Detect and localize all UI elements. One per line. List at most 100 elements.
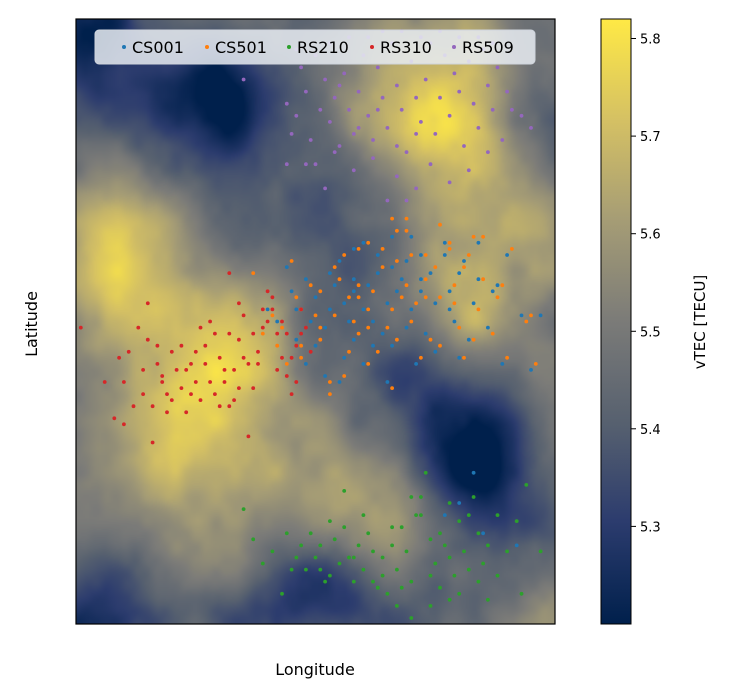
data-point-rs210-56 (495, 573, 500, 578)
data-point-cs501-38 (529, 313, 533, 318)
data-point-rs310-27 (260, 325, 265, 330)
data-point-rs310-37 (308, 349, 313, 354)
data-point-rs310-26 (256, 349, 260, 354)
data-point-rs509-12 (337, 144, 342, 148)
data-point-rs310-16 (208, 319, 213, 324)
data-point-rs210-57 (280, 591, 284, 596)
data-point-cs001-30 (332, 283, 337, 288)
data-point-rs310-24 (246, 362, 251, 366)
data-point-cs001-44 (380, 331, 385, 336)
colorbar-ticks: 5.3 5.4 5.5 5.6 5.7 5.8 (631, 33, 661, 535)
data-point-rs210-16 (409, 579, 414, 584)
data-point-cs001-74 (457, 501, 462, 505)
data-point-cs501-79 (404, 216, 409, 221)
data-point-rs509-14 (347, 107, 351, 112)
data-point-rs310-75 (299, 331, 303, 336)
data-point-cs501-46 (428, 337, 433, 342)
data-point-cs501-81 (471, 234, 476, 239)
data-point-rs210-65 (371, 549, 375, 554)
data-point-rs509-1 (284, 101, 289, 106)
legend-marker-cs001 (122, 45, 126, 49)
data-point-rs509-72 (385, 198, 390, 203)
data-point-cs001-23 (428, 271, 433, 275)
data-point-cs001-29 (361, 240, 366, 245)
colorbar-tick-label: 5.5 (640, 325, 661, 340)
data-point-cs501-64 (294, 295, 299, 300)
data-point-cs001-24 (452, 319, 457, 324)
data-point-rs210-73 (538, 549, 543, 554)
data-point-cs001-0 (294, 307, 299, 312)
data-point-rs210-55 (486, 543, 490, 548)
data-point-cs501-28 (404, 228, 409, 233)
data-point-cs501-7 (395, 259, 399, 263)
data-point-rs210-42 (366, 531, 371, 536)
data-point-cs501-4 (356, 295, 361, 300)
data-point-rs310-64 (193, 349, 198, 354)
series-cs001 (265, 234, 543, 548)
data-point-cs501-54 (366, 307, 371, 312)
data-point-rs210-8 (356, 543, 361, 548)
data-point-rs509-81 (284, 162, 289, 167)
data-point-cs501-66 (313, 313, 318, 318)
data-point-rs310-25 (251, 386, 256, 390)
data-point-rs310-34 (294, 343, 299, 348)
data-point-cs001-8 (404, 259, 409, 263)
legend-label-rs509: RS509 (462, 38, 514, 57)
data-point-rs310-12 (189, 362, 193, 366)
data-point-rs310-48 (237, 386, 241, 390)
data-point-rs509-7 (313, 162, 318, 167)
data-point-cs501-32 (423, 253, 428, 257)
data-point-rs310-9 (174, 368, 179, 372)
data-point-rs210-68 (409, 616, 414, 620)
data-point-cs501-42 (347, 349, 351, 354)
data-point-rs310-44 (198, 325, 203, 330)
data-point-cs001-66 (308, 319, 313, 324)
data-point-rs310-76 (145, 301, 150, 306)
data-point-cs001-4 (351, 289, 356, 294)
data-point-cs001-71 (500, 362, 505, 366)
data-point-rs210-49 (428, 573, 433, 578)
data-point-rs509-80 (337, 83, 342, 88)
data-point-rs509-70 (466, 168, 471, 173)
data-point-rs509-6 (308, 138, 313, 142)
data-point-rs310-49 (246, 434, 251, 439)
data-point-rs210-72 (524, 483, 529, 487)
data-point-rs310-67 (222, 368, 227, 372)
data-point-rs310-62 (169, 398, 174, 402)
data-point-rs509-4 (299, 65, 303, 70)
data-point-rs210-75 (260, 561, 265, 566)
data-point-rs310-2 (122, 380, 126, 384)
data-point-cs501-72 (533, 362, 538, 366)
data-point-rs310-0 (78, 325, 83, 330)
data-point-cs501-3 (347, 295, 351, 300)
data-point-rs210-44 (385, 591, 390, 596)
data-point-cs001-34 (284, 265, 289, 269)
data-point-rs509-29 (419, 120, 423, 124)
data-point-cs001-9 (419, 277, 423, 282)
data-point-cs001-14 (490, 289, 495, 294)
data-point-rs210-50 (438, 531, 442, 536)
data-point-cs001-75 (481, 531, 485, 536)
series-cs501 (251, 216, 538, 396)
data-point-cs001-7 (390, 265, 394, 269)
data-point-cs001-56 (419, 289, 423, 294)
data-point-rs509-71 (486, 150, 490, 155)
legend-marker-cs501 (205, 45, 209, 49)
data-point-rs310-10 (179, 386, 184, 390)
data-point-cs501-41 (318, 337, 323, 342)
data-point-rs310-7 (165, 392, 169, 396)
scatter-layer (78, 29, 543, 620)
data-point-cs001-52 (337, 380, 342, 384)
data-point-rs509-78 (395, 144, 399, 148)
data-point-cs501-44 (385, 325, 390, 330)
data-point-rs310-53 (284, 331, 289, 336)
data-point-rs210-69 (428, 604, 433, 608)
data-point-cs001-77 (442, 513, 447, 517)
data-point-rs509-10 (328, 120, 332, 124)
data-point-cs001-6 (375, 271, 380, 275)
data-point-cs501-33 (447, 247, 452, 251)
data-point-rs210-6 (337, 561, 342, 566)
data-point-rs509-26 (404, 150, 409, 155)
data-point-rs509-28 (414, 95, 418, 100)
